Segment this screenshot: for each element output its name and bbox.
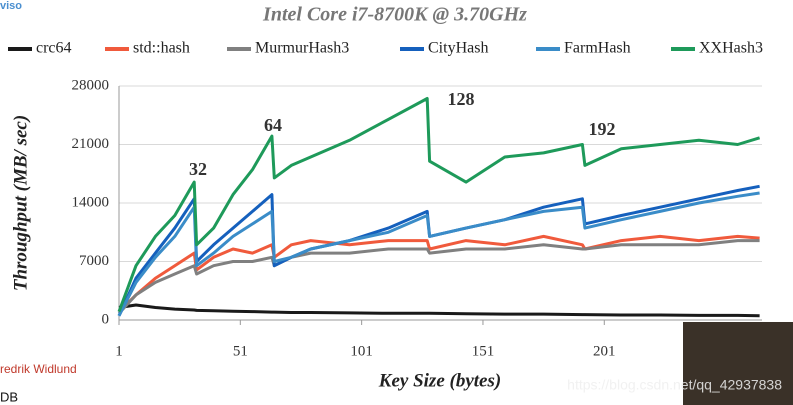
x-tick-label: 101 [350,343,373,359]
x-tick-label: 51 [233,343,248,359]
series-line [117,234,760,313]
series-line [117,97,761,313]
legend-label: CityHash [428,40,488,57]
y-tick-label: 28000 [72,77,110,93]
series-line [117,239,760,315]
watermark: viso [0,0,22,12]
y-axis-label: Throughput (MB/ sec) [10,115,31,291]
watermark: redrik Widlund [0,362,77,376]
series-line [117,191,760,317]
watermark: DB [0,389,18,404]
watermark: https://blog.csdn.net/qq_42937838 [567,377,782,393]
legend-label: MurmurHash3 [255,40,349,57]
legend-label: std::hash [133,40,190,57]
y-tick-label: 0 [102,311,110,327]
x-axis-label: Key Size (bytes) [378,370,501,391]
x-tick-label: 201 [593,343,616,359]
legend-label: crc64 [36,40,72,57]
chart-title: Intel Core i7-8700K @ 3.70GHz [262,4,527,26]
y-tick-label: 14000 [72,194,110,210]
annotation: 64 [264,115,282,135]
annotation: 192 [589,119,616,139]
series-line [118,303,760,318]
y-tick-label: 7000 [79,253,109,269]
x-tick-label: 151 [472,343,495,359]
legend-label: XXHash3 [699,40,763,57]
legend-label: FarmHash [564,40,631,57]
y-tick-label: 21000 [72,136,110,152]
annotation: 128 [448,89,475,109]
video-thumbnail [683,322,793,405]
x-tick-label: 1 [115,343,123,359]
annotation: 32 [189,159,207,179]
